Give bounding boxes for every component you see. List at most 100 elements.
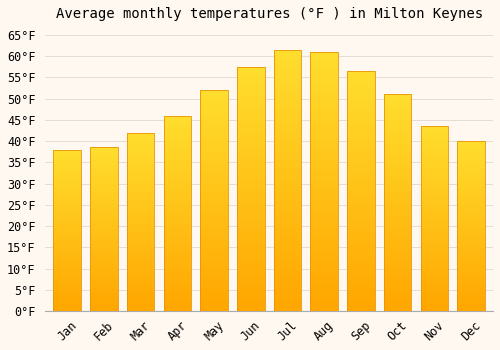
Bar [200,178,228,181]
Bar [458,146,485,148]
Bar [54,277,81,279]
Bar [54,295,81,296]
Bar [274,277,301,280]
Bar [90,202,118,203]
Bar [347,184,374,186]
Bar [237,304,264,306]
Bar [54,174,81,175]
Bar [274,285,301,288]
Bar [274,254,301,256]
Bar [200,307,228,309]
Bar [54,209,81,211]
Bar [384,229,411,231]
Bar [127,268,154,270]
Bar [420,211,448,213]
Bar [127,302,154,304]
Bar [347,155,374,158]
Bar [54,238,81,240]
Bar [420,298,448,300]
Bar [164,133,191,135]
Bar [164,168,191,170]
Bar [384,183,411,186]
Bar [347,234,374,237]
Bar [274,303,301,306]
Bar [458,228,485,230]
Bar [310,60,338,62]
Bar [347,105,374,107]
Bar [237,260,264,262]
Bar [458,245,485,246]
Bar [127,220,154,222]
Bar [420,135,448,137]
Bar [384,155,411,157]
Bar [310,303,338,306]
Bar [127,231,154,232]
Bar [164,266,191,268]
Bar [384,296,411,298]
Bar [420,245,448,246]
Bar [274,115,301,118]
Bar [54,219,81,220]
Bar [458,230,485,231]
Bar [200,201,228,203]
Bar [458,277,485,279]
Bar [420,170,448,173]
Bar [164,256,191,258]
Bar [90,193,118,195]
Bar [274,188,301,191]
Bar [347,210,374,213]
Bar [274,162,301,165]
Bar [127,193,154,195]
Bar [384,244,411,246]
Bar [164,198,191,199]
Bar [200,119,228,121]
Bar [347,205,374,208]
Bar [90,252,118,254]
Bar [127,297,154,299]
Bar [420,208,448,209]
Bar [164,248,191,251]
Bar [420,200,448,202]
Bar [420,215,448,217]
Bar [90,177,118,178]
Bar [237,184,264,187]
Bar [164,235,191,237]
Bar [90,285,118,287]
Bar [54,180,81,182]
Bar [164,264,191,266]
Bar [127,282,154,284]
Bar [420,189,448,191]
Bar [420,126,448,311]
Bar [127,258,154,259]
Bar [347,275,374,278]
Bar [384,99,411,101]
Bar [127,154,154,156]
Bar [310,137,338,140]
Bar [54,185,81,187]
Bar [310,101,338,104]
Bar [274,290,301,293]
Bar [237,71,264,74]
Bar [310,117,338,119]
Bar [458,218,485,219]
Bar [384,270,411,272]
Bar [54,212,81,214]
Bar [200,249,228,251]
Bar [127,209,154,211]
Bar [237,272,264,274]
Bar [458,183,485,185]
Bar [164,305,191,307]
Bar [347,285,374,287]
Bar [90,183,118,185]
Bar [384,292,411,294]
Bar [90,239,118,241]
Bar [274,68,301,71]
Bar [420,265,448,267]
Bar [458,175,485,177]
Bar [347,186,374,189]
Bar [420,220,448,222]
Bar [458,296,485,298]
Bar [420,196,448,198]
Bar [274,160,301,162]
Bar [310,52,338,54]
